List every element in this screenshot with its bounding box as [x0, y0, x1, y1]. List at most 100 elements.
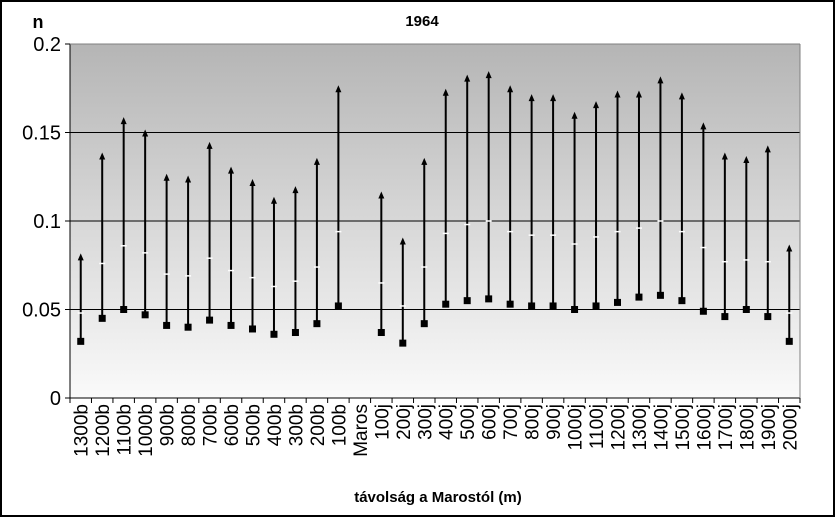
max-marker [528, 94, 535, 102]
max-marker [507, 85, 514, 93]
x-tick-label: 300j [415, 404, 436, 440]
min-marker [291, 329, 299, 337]
x-tick-label: Maros [351, 404, 372, 457]
min-marker [120, 306, 128, 313]
x-tick-label: 1400j [651, 404, 672, 451]
max-marker [657, 76, 664, 84]
max-marker [228, 166, 235, 174]
max-marker [421, 157, 428, 165]
min-marker [463, 297, 471, 305]
min-marker [420, 320, 428, 328]
min-marker [377, 329, 385, 337]
x-tick-label: 800b [179, 404, 200, 446]
x-tick-label: 1300b [72, 404, 93, 457]
max-marker [249, 179, 256, 187]
min-marker [699, 307, 707, 315]
max-marker [185, 175, 192, 183]
max-marker [721, 152, 728, 160]
x-tick-label: 1200b [93, 404, 114, 457]
max-marker [442, 88, 449, 96]
x-tick-label: 1100b [115, 404, 136, 455]
min-marker [141, 311, 149, 319]
min-marker [249, 325, 256, 333]
min-marker [77, 337, 85, 345]
min-marker [184, 323, 192, 331]
y-tick-label: 0.05 [22, 300, 61, 322]
x-tick-label: 900j [544, 404, 565, 440]
max-marker [292, 186, 299, 194]
min-marker [571, 306, 579, 313]
x-tick-label: 100j [372, 404, 393, 440]
max-marker [206, 141, 213, 149]
min-marker [742, 306, 750, 313]
x-tick-label: 1500j [673, 404, 694, 451]
x-tick-label: 300b [286, 404, 307, 446]
x-tick-label: 1700j [716, 404, 737, 451]
x-tick-label: 1000j [566, 404, 587, 451]
min-marker [270, 330, 278, 338]
min-marker [528, 302, 536, 310]
x-tick-label: 400j [437, 404, 458, 440]
x-tick-label: 2000j [780, 404, 801, 451]
x-tick-label: 1800j [737, 404, 758, 451]
min-marker [721, 313, 729, 321]
min-marker [313, 320, 321, 328]
min-marker [635, 293, 643, 301]
x-tick-label: 600b [222, 404, 243, 446]
min-marker [614, 298, 621, 306]
x-tick-label: 400b [265, 404, 286, 446]
max-marker [142, 129, 149, 137]
max-marker [99, 152, 106, 160]
max-marker [571, 111, 578, 119]
max-marker [700, 122, 707, 130]
max-marker [77, 253, 84, 261]
min-marker [656, 291, 664, 299]
x-tick-label: 500b [244, 404, 265, 446]
max-marker [678, 92, 685, 100]
max-marker [614, 90, 621, 98]
max-marker [163, 173, 170, 181]
x-tick-label: 1900j [759, 404, 780, 451]
max-marker [550, 94, 557, 102]
y-tick-label: 0 [50, 388, 61, 410]
y-tick-label: 0.1 [33, 211, 61, 233]
max-marker [335, 85, 342, 93]
chart-title: 1964 [405, 13, 439, 30]
x-tick-label: 1300j [630, 404, 651, 451]
max-marker [270, 196, 277, 204]
x-tick-label: 1000b [136, 404, 157, 457]
min-marker [678, 297, 686, 305]
max-marker [593, 101, 600, 109]
x-axis-label: távolság a Marostól (m) [354, 489, 522, 506]
x-tick-label: 1600j [694, 404, 715, 451]
x-tick-label: 800j [523, 404, 544, 440]
max-marker [464, 74, 471, 82]
y-tick-label: 0.2 [33, 34, 61, 56]
min-marker [485, 295, 493, 303]
max-marker [120, 117, 127, 125]
min-marker [334, 302, 342, 310]
max-marker [378, 191, 385, 199]
x-tick-label: 200b [308, 404, 329, 446]
x-tick-label: 1200j [609, 404, 630, 451]
min-marker [206, 316, 214, 324]
x-tick-label: 200j [394, 404, 415, 440]
x-tick-label: 500j [458, 404, 479, 440]
min-marker [98, 314, 106, 322]
x-tick-label: 100b [329, 404, 350, 446]
y-axis-label: n [33, 12, 44, 32]
max-marker [485, 71, 492, 79]
max-marker [313, 157, 320, 165]
x-tick-label: 1100j [587, 404, 608, 449]
x-tick-label: 900b [158, 404, 179, 446]
x-tick-label: 700b [201, 404, 222, 446]
y-tick-label: 0.15 [22, 123, 61, 145]
min-marker [227, 321, 235, 329]
max-marker [635, 90, 642, 98]
max-marker [764, 145, 771, 153]
x-tick-label: 600j [480, 404, 501, 440]
max-marker [743, 156, 750, 164]
min-marker [399, 339, 407, 347]
min-marker [163, 321, 171, 329]
